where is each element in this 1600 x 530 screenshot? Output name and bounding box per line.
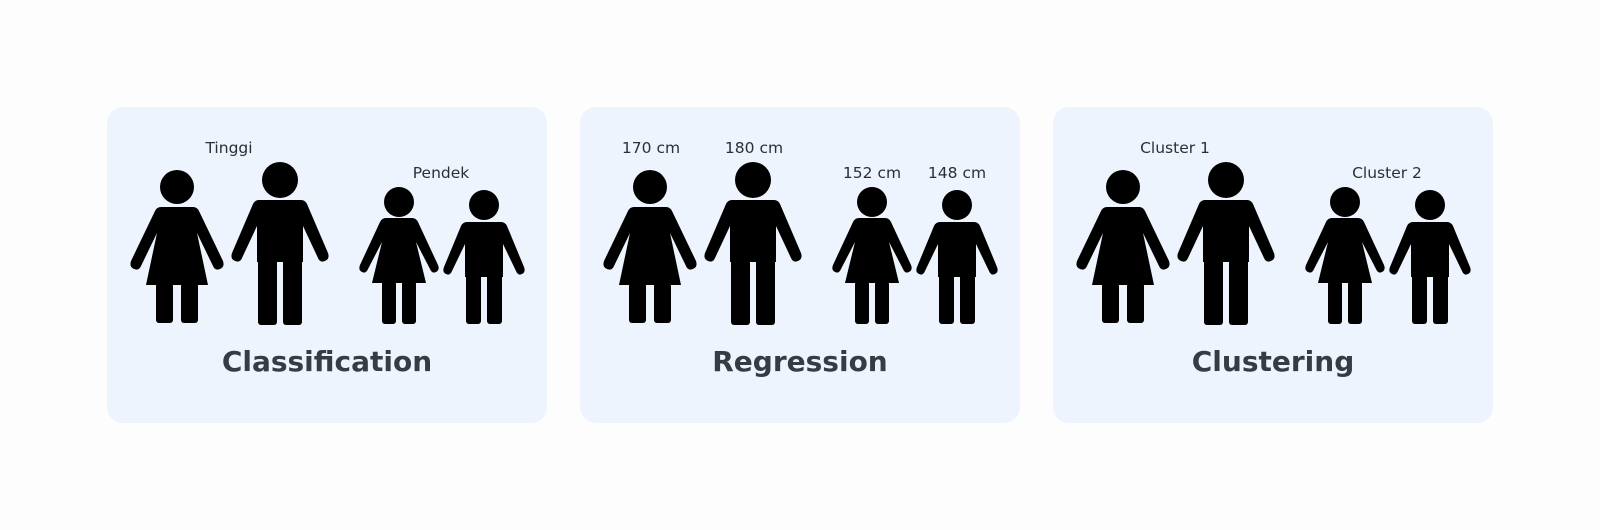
boy-icon (443, 190, 525, 324)
female-icon (603, 170, 697, 323)
girl-icon (1305, 187, 1385, 324)
height-label-1: 170 cm (621, 139, 681, 157)
female-icon (130, 170, 224, 323)
height-label-2: 180 cm (724, 139, 784, 157)
male-icon (231, 162, 329, 325)
regression-panel: 170 cm 180 cm 152 cm 148 cm Regression (580, 107, 1020, 423)
girl-icon (359, 187, 439, 324)
clustering-panel: Cluster 1 Cluster 2 Clustering (1053, 107, 1493, 423)
girl-icon (832, 187, 912, 324)
height-label-4: 148 cm (927, 164, 987, 182)
male-icon (1177, 162, 1275, 325)
boy-icon (916, 190, 998, 324)
panel-title-clustering: Clustering (1191, 345, 1355, 378)
panel-title-classification: Classification (221, 345, 433, 378)
cluster-2-label: Cluster 2 (1352, 164, 1422, 182)
height-label-3: 152 cm (842, 164, 902, 182)
classification-panel: Tinggi Pendek Classification (107, 107, 547, 423)
short-label: Pendek (412, 164, 470, 182)
cluster-1-label: Cluster 1 (1140, 139, 1210, 157)
boy-icon (1389, 190, 1471, 324)
panel-title-regression: Regression (712, 345, 888, 378)
tall-label: Tinggi (205, 139, 253, 157)
female-icon (1076, 170, 1170, 323)
male-icon (704, 162, 802, 325)
